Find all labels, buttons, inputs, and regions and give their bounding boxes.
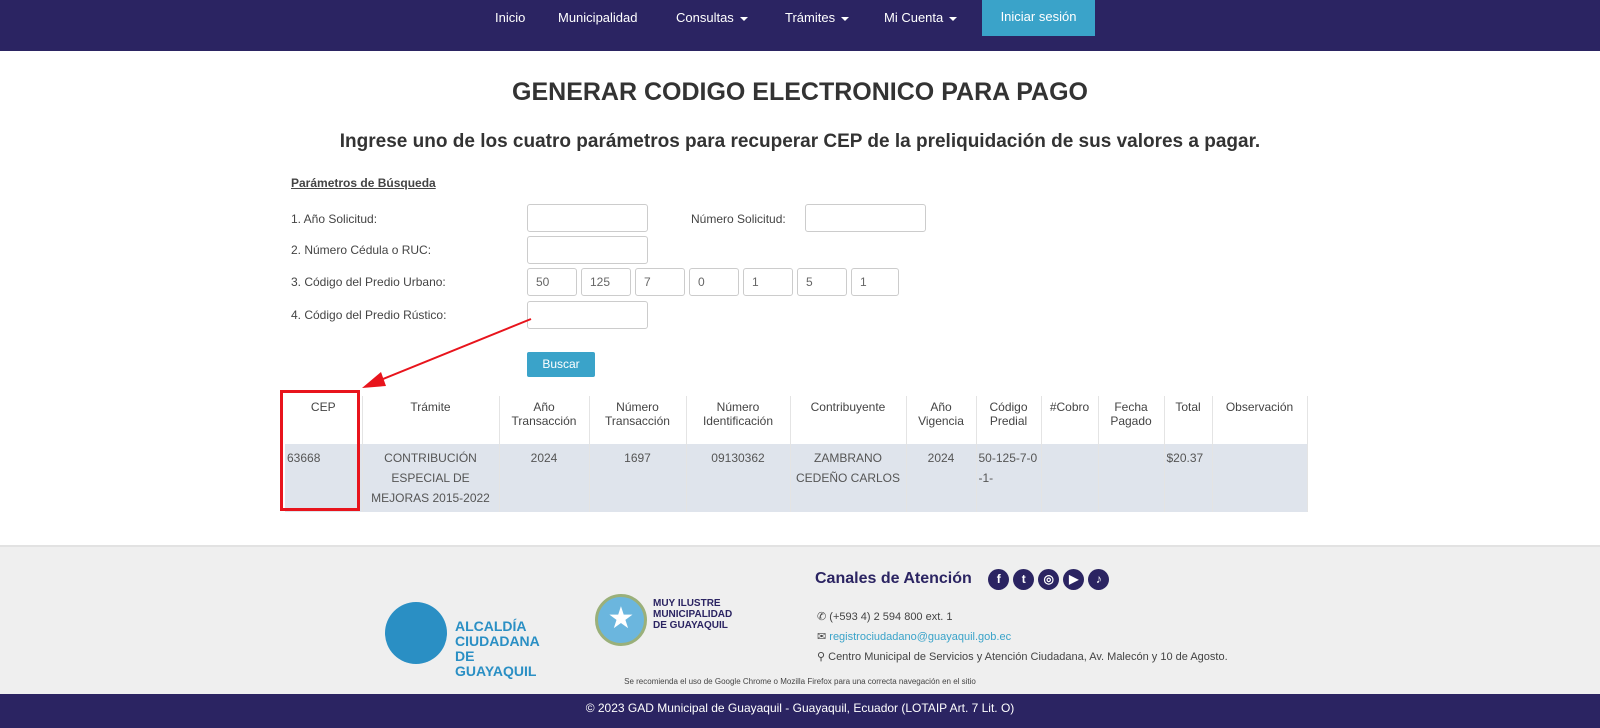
cell-codigo-predial: 50-125-7-0-1- — [976, 444, 1042, 512]
nav-inicio[interactable]: Inicio — [495, 10, 526, 25]
urbano-label: 3. Código del Predio Urbano: — [291, 275, 446, 289]
nav-mi-cuenta-label: Mi Cuenta — [884, 10, 944, 25]
urbano-input-2[interactable]: 125 — [581, 268, 631, 296]
col-cep: CEP — [285, 396, 363, 444]
caret-down-icon — [841, 16, 850, 21]
col-contribuyente: Contribuyente — [790, 396, 907, 444]
caret-down-icon — [949, 16, 958, 21]
nav-consultas[interactable]: Consultas — [676, 0, 748, 36]
col-cobro: #Cobro — [1041, 396, 1099, 444]
urbano-input-3[interactable]: 7 — [635, 268, 685, 296]
search-button[interactable]: Buscar — [527, 352, 595, 377]
nav-municipalidad[interactable]: Municipalidad — [558, 10, 638, 25]
caret-down-icon — [739, 16, 748, 21]
numero-solicitud-input[interactable] — [805, 204, 926, 232]
footer: ALCALDÍA CIUDADANA DE GUAYAQUIL ★ MUY IL… — [0, 545, 1600, 695]
phone-text: (+593 4) 2 594 800 ext. 1 — [829, 611, 953, 623]
alcaldia-logo-text: ALCALDÍA CIUDADANA DE GUAYAQUIL — [455, 618, 540, 679]
address-row: ⚲ Centro Municipal de Servicios y Atenci… — [817, 647, 1228, 667]
page-title: GENERAR CODIGO ELECTRONICO PARA PAGO — [512, 78, 1088, 106]
nav-mi-cuenta[interactable]: Mi Cuenta — [884, 0, 958, 36]
municipalidad-logo: ★ MUY ILUSTRE MUNICIPALIDAD DE GUAYAQUIL — [595, 592, 745, 662]
rustico-input[interactable] — [527, 301, 648, 329]
phone-icon: ✆ — [817, 611, 830, 623]
table-row[interactable]: 63668 CONTRIBUCIÓN ESPECIAL DE MEJORAS 2… — [285, 444, 1308, 512]
cell-contribuyente: ZAMBRANO CEDEÑO CARLOS — [790, 444, 907, 512]
col-numero-transaccion: Número Transacción — [589, 396, 687, 444]
top-nav: Inicio Municipalidad Consultas Trámites … — [0, 0, 1600, 51]
col-fecha-pagado: Fecha Pagado — [1098, 396, 1165, 444]
col-anio-transaccion: Año Transacción — [499, 396, 590, 444]
channels-label: Canales de Atención — [815, 570, 972, 587]
address-text: Centro Municipal de Servicios y Atención… — [828, 651, 1228, 663]
email-link[interactable]: registrociudadano@guayaquil.gob.ec — [829, 631, 1012, 643]
col-tramite: Trámite — [362, 396, 500, 444]
nav-tramites[interactable]: Trámites — [785, 0, 850, 36]
col-observacion: Observación — [1212, 396, 1308, 444]
cell-numero-transaccion: 1697 — [589, 444, 687, 512]
urbano-input-4[interactable]: 0 — [689, 268, 739, 296]
instagram-icon[interactable]: ◎ — [1038, 569, 1060, 590]
page-subtitle: Ingrese uno de los cuatro parámetros par… — [339, 131, 1261, 152]
twitter-icon[interactable]: t — [1013, 569, 1035, 590]
cell-fecha-pagado — [1098, 444, 1165, 512]
rustico-label: 4. Código del Predio Rústico: — [291, 308, 447, 322]
cell-anio-transaccion: 2024 — [499, 444, 590, 512]
urbano-input-5[interactable]: 1 — [743, 268, 793, 296]
anio-solicitud-input[interactable] — [527, 204, 648, 232]
cell-cep: 63668 — [285, 444, 363, 512]
cell-anio-vigencia: 2024 — [906, 444, 977, 512]
login-button[interactable]: Iniciar sesión — [982, 0, 1095, 36]
tiktok-icon[interactable]: ♪ — [1088, 569, 1110, 590]
nav-tramites-label: Trámites — [785, 10, 836, 25]
cedula-input[interactable] — [527, 236, 648, 264]
table-header-row: CEP Trámite Año Transacción Número Trans… — [285, 396, 1308, 444]
numero-solicitud-label: Número Solicitud: — [691, 212, 786, 226]
nav-consultas-label: Consultas — [676, 10, 734, 25]
envelope-icon: ✉ — [817, 631, 830, 643]
results-table: CEP Trámite Año Transacción Número Trans… — [285, 396, 1308, 512]
cell-total: $20.37 — [1164, 444, 1213, 512]
browser-note: Se recomienda el uso de Google Chrome o … — [624, 677, 976, 686]
col-numero-identificacion: Número Identificación — [686, 396, 791, 444]
facebook-icon[interactable]: f — [988, 569, 1010, 590]
cell-numero-identificacion: 09130362 — [686, 444, 791, 512]
urbano-input-6[interactable]: 5 — [797, 268, 847, 296]
copyright-bar: © 2023 GAD Municipal de Guayaquil - Guay… — [0, 694, 1600, 728]
alcaldia-logo: ALCALDÍA CIUDADANA DE GUAYAQUIL — [385, 567, 545, 679]
phone-row: ✆ (+593 4) 2 594 800 ext. 1 — [817, 607, 1228, 627]
email-row: ✉ registrociudadano@guayaquil.gob.ec — [817, 627, 1228, 647]
cep-highlight-box — [280, 390, 360, 511]
col-total: Total — [1164, 396, 1213, 444]
channels-heading: Canales de Atención f t ◎ ▶ ♪ — [815, 569, 1113, 590]
urbano-input-1[interactable]: 50 — [527, 268, 577, 296]
urbano-input-7[interactable]: 1 — [851, 268, 899, 296]
municipalidad-logo-text: MUY ILUSTRE MUNICIPALIDAD DE GUAYAQUIL — [653, 598, 733, 631]
anio-label: 1. Año Solicitud: — [291, 212, 378, 226]
col-anio-vigencia: Año Vigencia — [906, 396, 977, 444]
col-codigo-predial: Código Predial — [976, 396, 1042, 444]
cedula-label: 2. Número Cédula o RUC: — [291, 243, 432, 257]
cell-tramite: CONTRIBUCIÓN ESPECIAL DE MEJORAS 2015-20… — [362, 444, 500, 512]
youtube-icon[interactable]: ▶ — [1063, 569, 1085, 590]
cell-cobro — [1041, 444, 1099, 512]
section-label: Parámetros de Búsqueda — [291, 176, 436, 190]
cell-observacion — [1212, 444, 1308, 512]
map-pin-icon: ⚲ — [817, 651, 829, 663]
